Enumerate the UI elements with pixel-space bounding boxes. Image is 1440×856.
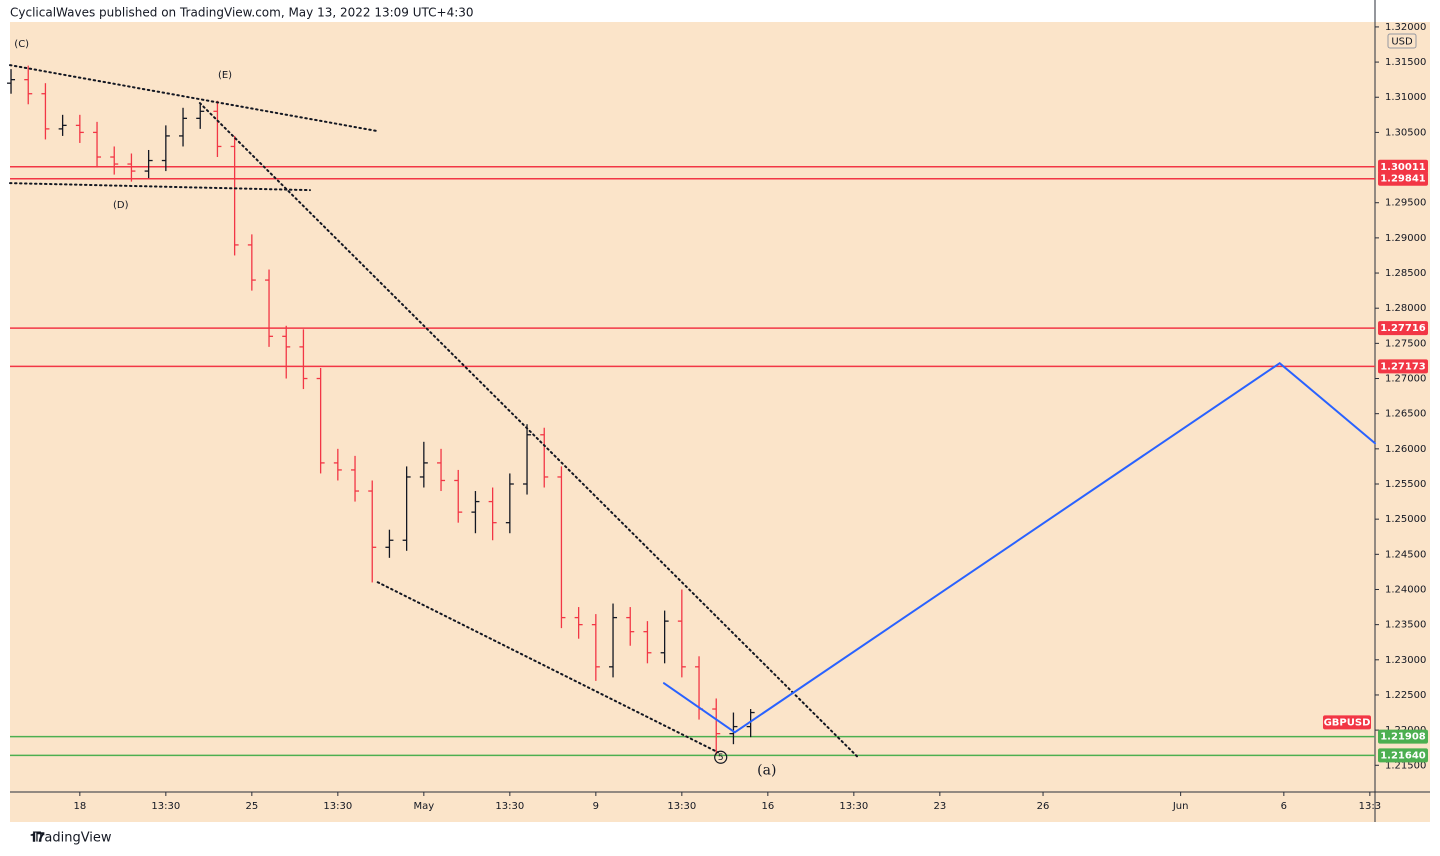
wave-label: (a) (757, 762, 776, 778)
y-tick-label: 1.25000 (1385, 514, 1426, 525)
x-tick-label: 9 (593, 801, 599, 812)
price-level-label: 1.27716 (1380, 323, 1426, 334)
x-tick-label: 13:30 (495, 801, 524, 812)
y-tick-label: 1.22500 (1385, 690, 1426, 701)
price-level-tag (1378, 748, 1428, 763)
x-tick-label: 18 (73, 801, 86, 812)
x-tick-label: 26 (1037, 801, 1050, 812)
y-tick-label: 1.24500 (1385, 549, 1426, 560)
x-tick-label: 13:30 (323, 801, 352, 812)
price-level-tag (1378, 171, 1428, 186)
x-tick-label: 16 (761, 801, 774, 812)
y-tick-label: 1.29000 (1385, 233, 1426, 244)
x-tick-label: 13:3 (1359, 801, 1381, 812)
x-tick-label: 6 (1281, 801, 1287, 812)
y-tick-label: 1.23000 (1385, 655, 1426, 666)
price-level-label: 1.27173 (1380, 361, 1426, 372)
symbol-tag (1323, 715, 1371, 730)
price-level-label: 1.29841 (1380, 174, 1426, 185)
y-tick-label: 1.29500 (1385, 198, 1426, 209)
trendline (198, 102, 859, 759)
y-tick-label: 1.21500 (1385, 760, 1426, 771)
price-level-label: 1.21640 (1380, 750, 1426, 761)
y-tick-label: 1.25500 (1385, 479, 1426, 490)
price-level-tag (1378, 729, 1428, 744)
y-tick-label: 1.32000 (1385, 22, 1426, 33)
price-level-label: 1.30011 (1380, 162, 1426, 173)
x-tick-label: 13:30 (151, 801, 180, 812)
x-tick-label: May (413, 801, 434, 812)
trendline (9, 182, 311, 192)
wave-label: (E) (218, 70, 232, 81)
y-tick-label: 1.26500 (1385, 409, 1426, 420)
wave-label: (D) (113, 200, 129, 211)
wave-label: (C) (14, 39, 29, 50)
wave-label: 5 (718, 753, 724, 763)
chart-background (10, 22, 1430, 822)
trendline (9, 64, 379, 133)
y-tick-label: 1.28500 (1385, 268, 1426, 279)
price-level-label: 1.21908 (1380, 732, 1426, 743)
symbol-label: GBPUSD (1324, 717, 1371, 728)
y-tick-label: 1.27000 (1385, 374, 1426, 385)
y-tick-label: 1.24000 (1385, 584, 1426, 595)
y-tick-label: 1.30500 (1385, 127, 1426, 138)
y-tick-label: 1.23500 (1385, 620, 1426, 631)
price-level-tag (1378, 359, 1428, 374)
x-tick-label: Jun (1172, 801, 1189, 812)
x-tick-label: 23 (933, 801, 946, 812)
y-tick-label: 1.26000 (1385, 444, 1426, 455)
x-tick-label: 13:30 (667, 801, 696, 812)
tv-logo-text: TradingView (32, 831, 112, 846)
publish-info: CyclicalWaves published on TradingView.c… (10, 6, 474, 20)
y-tick-label: 1.27500 (1385, 338, 1426, 349)
y-tick-label: 1.28000 (1385, 303, 1426, 314)
price-level-tag (1378, 321, 1428, 336)
trendline (376, 581, 719, 754)
currency-label: USD (1391, 37, 1413, 48)
x-tick-label: 13:30 (839, 801, 868, 812)
price-level-tag (1378, 159, 1428, 174)
y-tick-label: 1.31500 (1385, 57, 1426, 68)
tv-logo-mark: 𝟏𝟕 (30, 831, 45, 846)
x-tick-label: 25 (245, 801, 258, 812)
trendline (662, 361, 1376, 734)
currency-box (1387, 33, 1417, 49)
y-tick-label: 1.31000 (1385, 92, 1426, 103)
wave-circle (714, 750, 728, 764)
